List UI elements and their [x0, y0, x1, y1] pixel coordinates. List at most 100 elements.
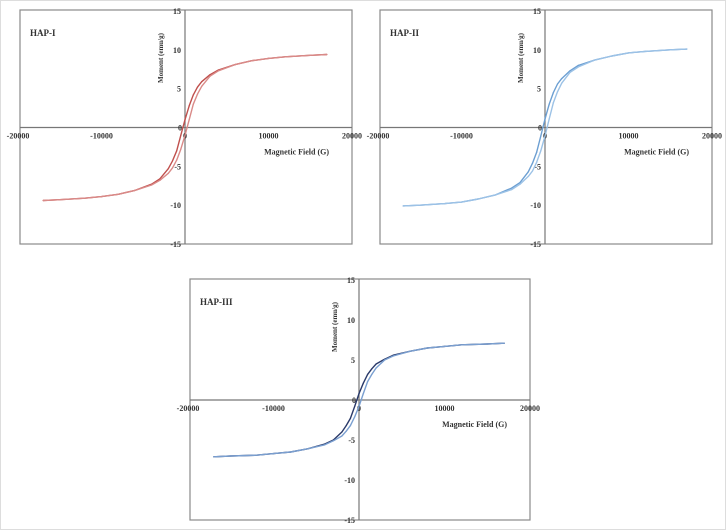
x-axis-label: Magnetic Field (G) — [442, 420, 507, 429]
x-axis-label: Magnetic Field (G) — [264, 148, 329, 157]
data-point — [444, 203, 446, 205]
data-point — [486, 343, 488, 345]
data-point — [184, 119, 186, 121]
x-tick-label: -10000 — [262, 404, 285, 413]
data-point — [511, 187, 513, 189]
data-point — [209, 75, 211, 77]
data-point — [402, 205, 404, 207]
x-tick-label: -20000 — [177, 404, 200, 413]
data-point — [307, 448, 309, 450]
y-tick-label: 15 — [347, 276, 355, 285]
data-point — [392, 355, 394, 357]
data-point — [426, 347, 428, 349]
data-point — [375, 367, 377, 369]
data-point — [151, 184, 153, 186]
chart-title: HAP-III — [200, 297, 233, 307]
data-point — [686, 48, 688, 50]
data-point — [552, 91, 554, 94]
y-tick-label: 5 — [177, 85, 181, 94]
data-point — [201, 85, 203, 87]
x-tick-label: 0 — [357, 404, 361, 413]
data-point — [196, 86, 199, 88]
y-tick-label: 10 — [347, 316, 355, 325]
data-point — [176, 159, 178, 161]
data-point — [159, 178, 161, 180]
data-point — [511, 189, 513, 191]
data-point — [544, 118, 546, 120]
data-point — [354, 405, 356, 407]
data-point — [332, 440, 334, 442]
data-point — [267, 57, 270, 59]
data-point — [188, 119, 190, 121]
data-point — [341, 431, 343, 433]
data-point — [290, 451, 292, 453]
data-point — [527, 175, 529, 178]
y-tick-label: 10 — [173, 46, 181, 55]
data-point — [362, 393, 364, 395]
data-point — [477, 198, 479, 200]
data-point — [167, 172, 169, 174]
data-point — [461, 344, 463, 346]
x-tick-label: -20000 — [367, 132, 390, 141]
data-point — [349, 425, 352, 427]
y-tick-label: 10 — [533, 46, 541, 55]
y-tick-label: 0 — [538, 124, 542, 133]
data-point — [159, 179, 161, 181]
data-point — [366, 373, 369, 375]
data-point — [536, 161, 538, 164]
data-point — [371, 373, 373, 375]
data-point — [188, 105, 190, 107]
data-point — [180, 148, 182, 150]
data-point — [59, 199, 61, 201]
data-point — [531, 170, 534, 172]
data-point — [644, 50, 646, 52]
x-axis-label: Magnetic Field (G) — [624, 148, 689, 157]
data-point — [548, 118, 550, 120]
data-point — [184, 134, 186, 136]
data-point — [494, 194, 496, 196]
x-tick-label: 20000 — [702, 132, 722, 141]
x-tick-label: 10000 — [435, 404, 455, 413]
data-point — [201, 81, 203, 83]
data-point — [176, 150, 178, 152]
x-tick-label: -10000 — [90, 132, 113, 141]
data-point — [84, 197, 86, 199]
y-tick-label: -10 — [170, 201, 181, 210]
data-point — [519, 183, 521, 185]
y-axis-label: Moment (emu/g) — [517, 32, 525, 83]
data-point — [326, 53, 328, 56]
data-point — [561, 82, 563, 84]
data-point — [213, 456, 215, 458]
y-tick-label: -10 — [530, 201, 541, 210]
data-point — [611, 55, 613, 57]
data-point — [255, 454, 257, 456]
y-tick-label: 0 — [352, 396, 356, 405]
y-tick-label: -15 — [530, 240, 541, 249]
y-tick-label: 5 — [351, 356, 355, 365]
data-point — [366, 381, 369, 383]
x-tick-label: 10000 — [619, 132, 639, 141]
data-point — [569, 70, 571, 72]
data-point — [384, 359, 386, 361]
y-axis-label: Moment (emu/g) — [331, 301, 339, 352]
data-point — [371, 368, 373, 370]
y-tick-label: 0 — [178, 124, 182, 133]
y-tick-label: -5 — [174, 162, 181, 171]
data-point — [627, 52, 630, 54]
data-point — [217, 70, 219, 72]
data-point — [171, 167, 174, 169]
data-point — [358, 393, 360, 395]
data-point — [349, 417, 352, 419]
y-tick-label: 15 — [173, 7, 181, 16]
data-point — [309, 54, 311, 56]
data-point — [171, 160, 174, 162]
data-point — [577, 64, 580, 66]
data-point — [167, 168, 169, 170]
data-point — [409, 350, 411, 352]
data-point — [196, 93, 199, 95]
data-point — [548, 103, 550, 105]
data-point — [324, 444, 326, 446]
data-point — [669, 49, 671, 51]
